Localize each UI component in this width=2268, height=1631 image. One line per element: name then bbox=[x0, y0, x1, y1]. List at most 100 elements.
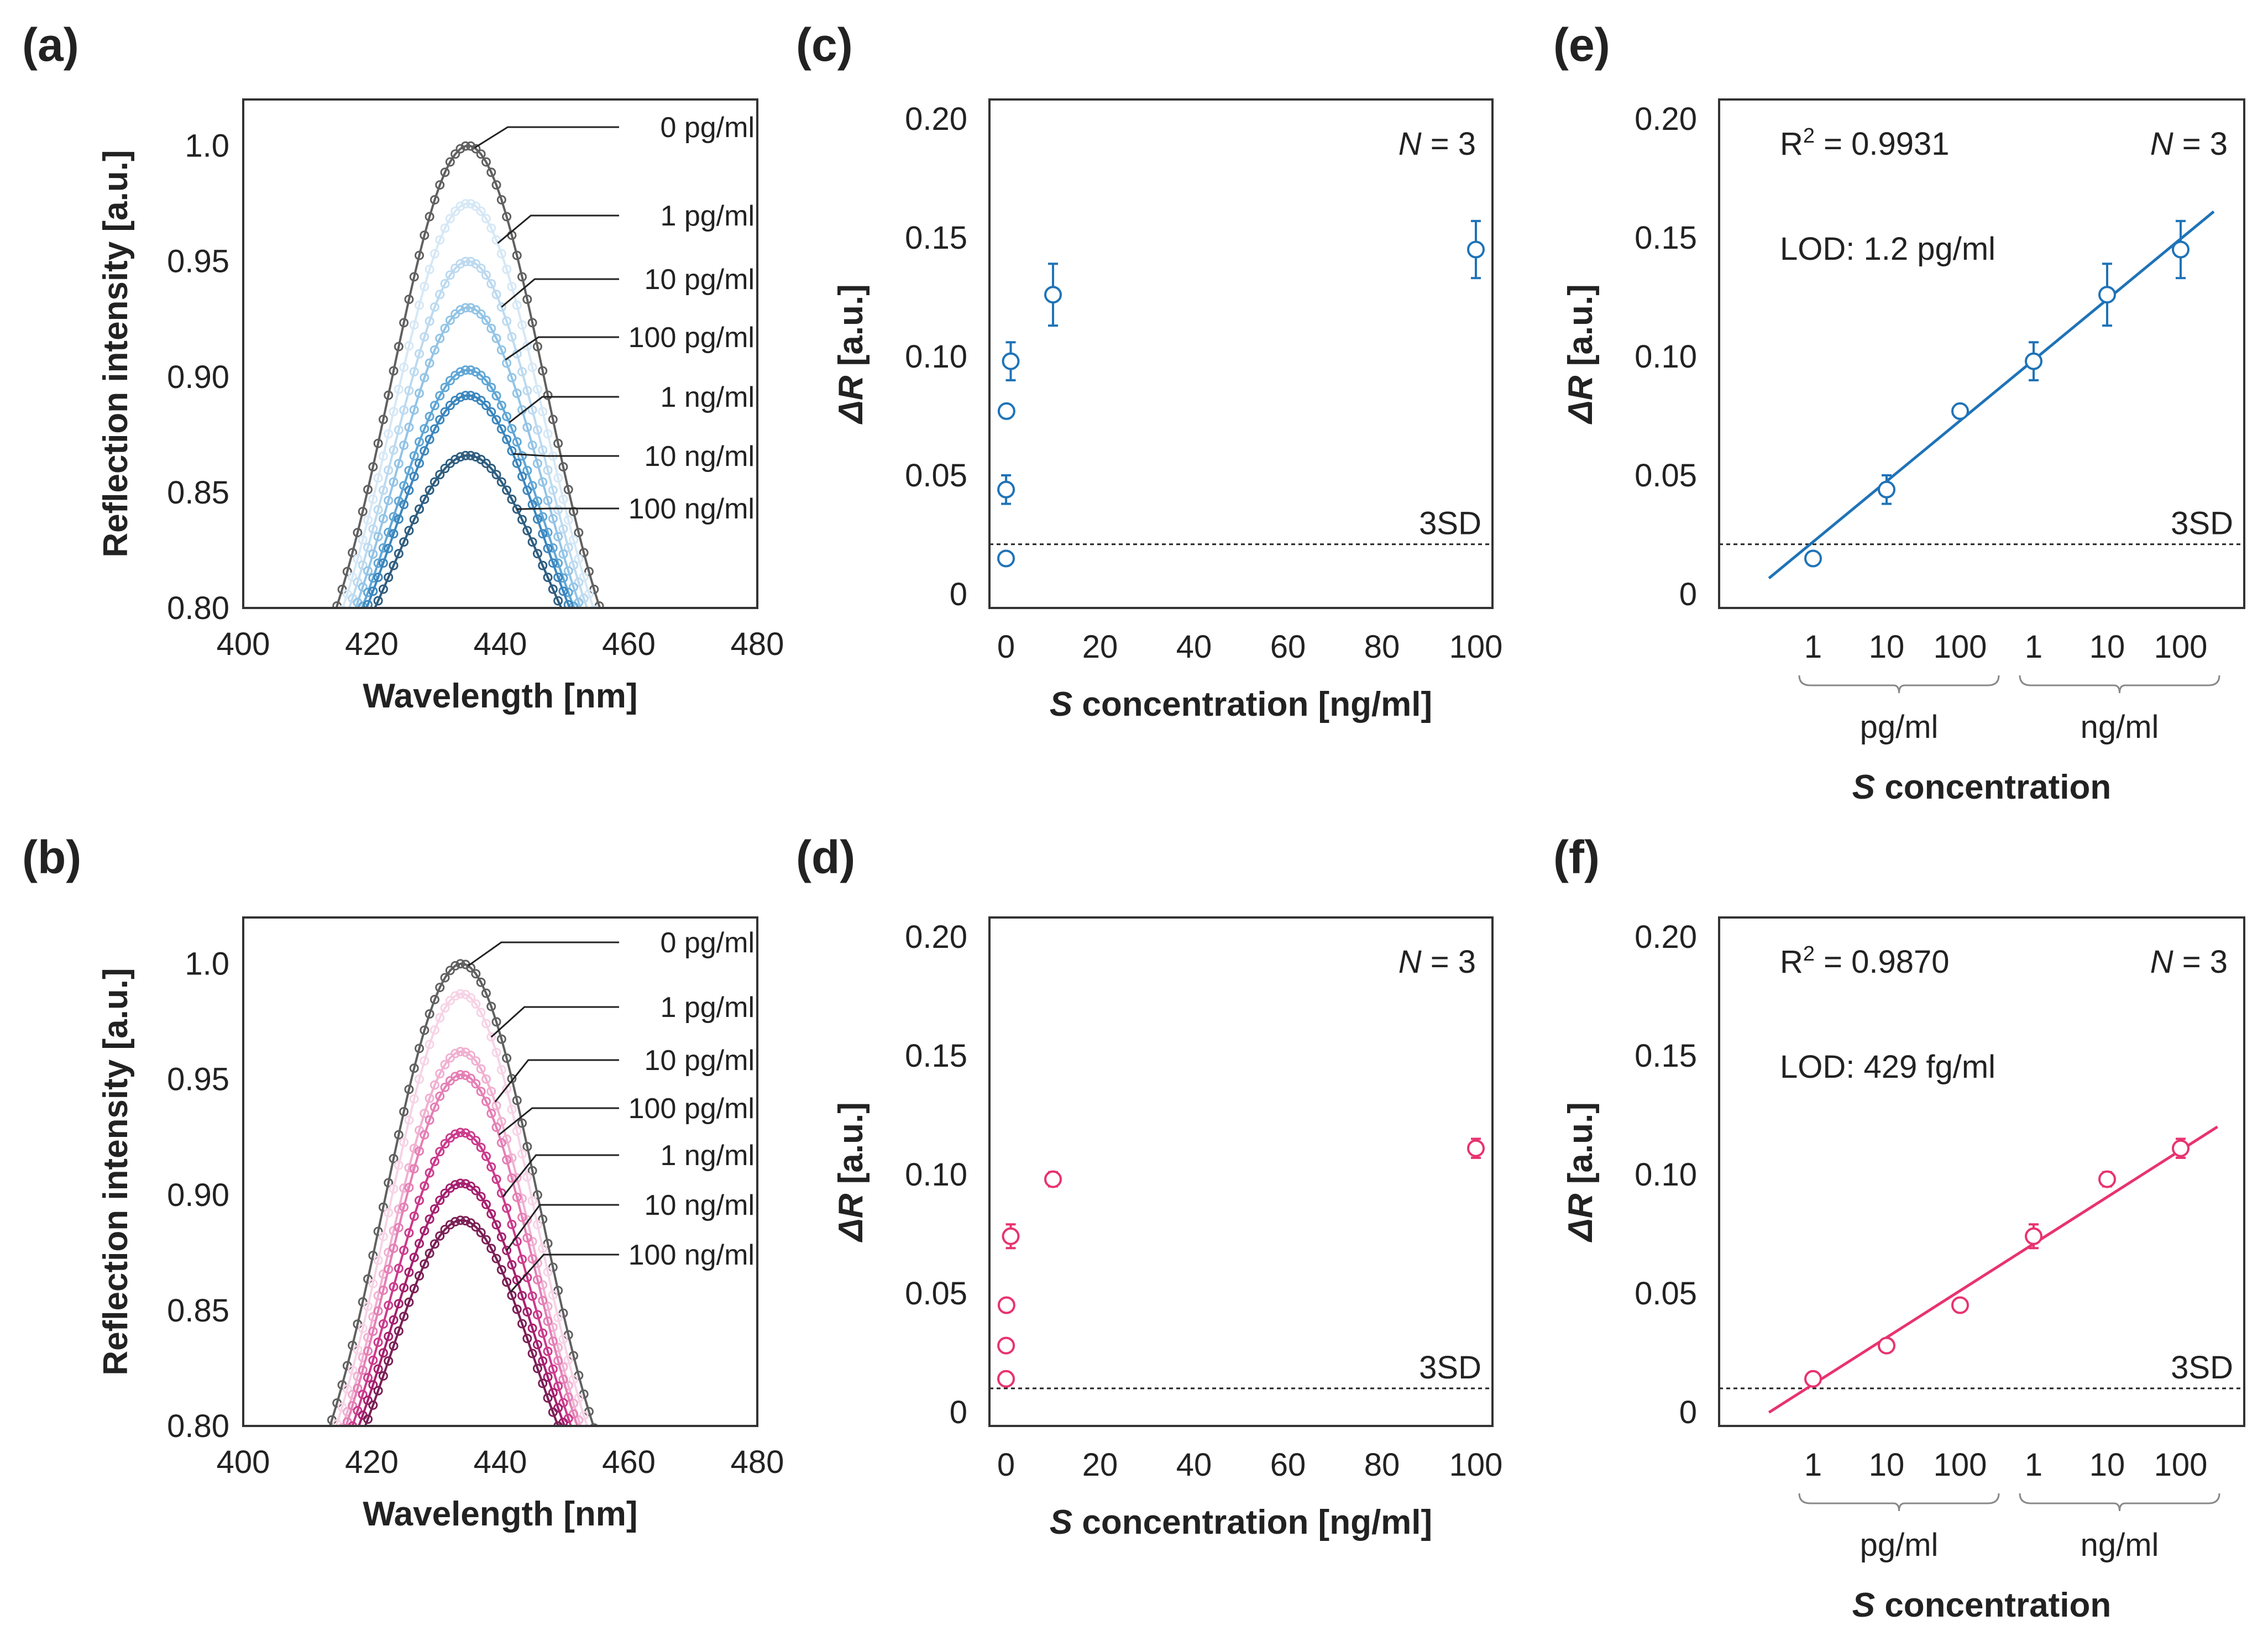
curve-dot bbox=[564, 620, 572, 627]
series-6-line bbox=[364, 1219, 559, 1426]
curve-dot bbox=[580, 1431, 588, 1439]
curve-label: 100 ng/ml bbox=[628, 493, 755, 525]
curve-label: 1 pg/ml bbox=[660, 992, 755, 1024]
curve-dot bbox=[429, 401, 439, 411]
data-point bbox=[997, 1336, 1015, 1355]
curve-dot bbox=[399, 537, 409, 547]
curve-dot bbox=[486, 1209, 496, 1219]
curve-dot bbox=[476, 309, 486, 319]
x-axis-label: Wavelength [nm] bbox=[363, 1495, 637, 1533]
curve-dot bbox=[517, 515, 527, 525]
curve-dot bbox=[373, 1386, 383, 1396]
curve-dot bbox=[333, 621, 341, 628]
y-tick-label: 0.80 bbox=[167, 590, 229, 626]
curve-dot bbox=[373, 596, 383, 606]
curve-dot bbox=[481, 1151, 491, 1161]
curve-dot bbox=[445, 995, 455, 1005]
curve-dot bbox=[394, 549, 404, 559]
curve-dot bbox=[368, 1380, 378, 1390]
panel-b: (b) 400 420 440 460 480 0.80 0.85 0.90 0.95 1.0 Wav… bbox=[22, 831, 784, 1533]
series-1-line bbox=[342, 202, 595, 608]
curve-dot bbox=[368, 586, 378, 596]
curve-dot bbox=[558, 549, 568, 559]
x-tick-label: 10 bbox=[1869, 629, 1905, 665]
curve-dot bbox=[409, 1211, 419, 1221]
data-point bbox=[1467, 240, 1485, 259]
curve-dot bbox=[486, 1087, 496, 1097]
x-tick-label: 100 bbox=[1934, 629, 1987, 665]
curve-dot bbox=[435, 1195, 445, 1205]
curve-dot bbox=[476, 1192, 486, 1202]
curve-dot bbox=[415, 458, 425, 468]
y-tick-label: 0.20 bbox=[905, 919, 967, 955]
x-tick-label: 100 bbox=[2154, 629, 2208, 665]
data-point bbox=[997, 402, 1015, 420]
curve-dot bbox=[585, 1428, 593, 1436]
x-tick-label: 480 bbox=[731, 1444, 784, 1480]
x-tick-label: 100 bbox=[1449, 1447, 1503, 1483]
data-point bbox=[2172, 240, 2190, 259]
curve-dot bbox=[532, 514, 542, 524]
curve-dot bbox=[440, 407, 450, 417]
curve-dot bbox=[502, 485, 512, 495]
curve-dot bbox=[481, 213, 491, 223]
curve-dot bbox=[517, 1291, 527, 1300]
curve-dot bbox=[502, 434, 512, 444]
curve-dot bbox=[538, 512, 548, 522]
group-label: pg/ml bbox=[1860, 1527, 1939, 1563]
curve-dot bbox=[486, 382, 496, 392]
curve-dot bbox=[359, 1429, 366, 1436]
y-tick-label: 0.05 bbox=[1635, 458, 1697, 494]
curve-dot bbox=[476, 206, 486, 216]
x-tick-label: 40 bbox=[1176, 629, 1212, 665]
curve-dot bbox=[486, 279, 496, 289]
curve-dot bbox=[590, 1443, 598, 1451]
curve-dot bbox=[415, 504, 425, 514]
curve-dot bbox=[440, 1188, 450, 1198]
curve-dot bbox=[429, 1156, 439, 1166]
x-tick-label: 80 bbox=[1364, 1447, 1400, 1483]
y-tick-label: 0.20 bbox=[905, 101, 967, 137]
curve-dot bbox=[548, 584, 558, 594]
curve-dot bbox=[429, 424, 439, 434]
curve-dot bbox=[394, 1326, 404, 1336]
curve-dot bbox=[563, 600, 573, 608]
y-tick-label: 0.15 bbox=[1635, 1038, 1697, 1074]
x-tick-label: 10 bbox=[1869, 1447, 1905, 1483]
curve-dot bbox=[425, 358, 434, 368]
x-tick-label: 80 bbox=[1364, 629, 1400, 665]
curve-dot bbox=[486, 323, 496, 333]
curve-dot bbox=[425, 412, 434, 422]
curve-dot bbox=[538, 529, 548, 539]
curve-dot bbox=[384, 543, 394, 553]
curve-dot bbox=[440, 1225, 450, 1235]
curve-dot bbox=[425, 1214, 434, 1224]
curve-dot bbox=[389, 529, 399, 539]
curve-label: 10 pg/ml bbox=[645, 1045, 755, 1077]
curve-dot bbox=[466, 993, 476, 1003]
curve-dot bbox=[486, 167, 496, 177]
curve-dot bbox=[338, 1434, 346, 1441]
panel-d: (d) 0 20 40 60 80 100 0 0.05 0.10 0.15 0.20 S concen… bbox=[796, 831, 1502, 1541]
curve-dot bbox=[368, 1400, 378, 1410]
curve-dot bbox=[420, 1109, 429, 1119]
curve-dot bbox=[543, 1393, 553, 1403]
y-tick-label: 0.05 bbox=[905, 458, 967, 494]
curve-dot bbox=[451, 1072, 460, 1082]
y-tick-label: 0.10 bbox=[1635, 1157, 1697, 1193]
panel-label: (e) bbox=[1553, 19, 1610, 71]
curve-dot bbox=[455, 367, 465, 377]
panel-e: (e) 1 10 100 1 10 100 0 0.05 0.10 0.15 0.20 pg/ml ng/… bbox=[1553, 19, 2244, 806]
curve-dot bbox=[512, 458, 522, 468]
plot-frame bbox=[1718, 98, 2245, 609]
curve-label: 10 pg/ml bbox=[645, 264, 755, 296]
curve-dot bbox=[512, 389, 522, 398]
x-tick-label: 100 bbox=[2154, 1447, 2208, 1483]
curve-dot bbox=[496, 302, 506, 312]
curve-dot bbox=[384, 1356, 394, 1366]
leader-line bbox=[468, 941, 619, 967]
curve-dot bbox=[425, 1115, 434, 1125]
curve-dot bbox=[445, 270, 455, 280]
x-tick-label: 400 bbox=[217, 1444, 270, 1480]
curve-dot bbox=[440, 223, 450, 233]
